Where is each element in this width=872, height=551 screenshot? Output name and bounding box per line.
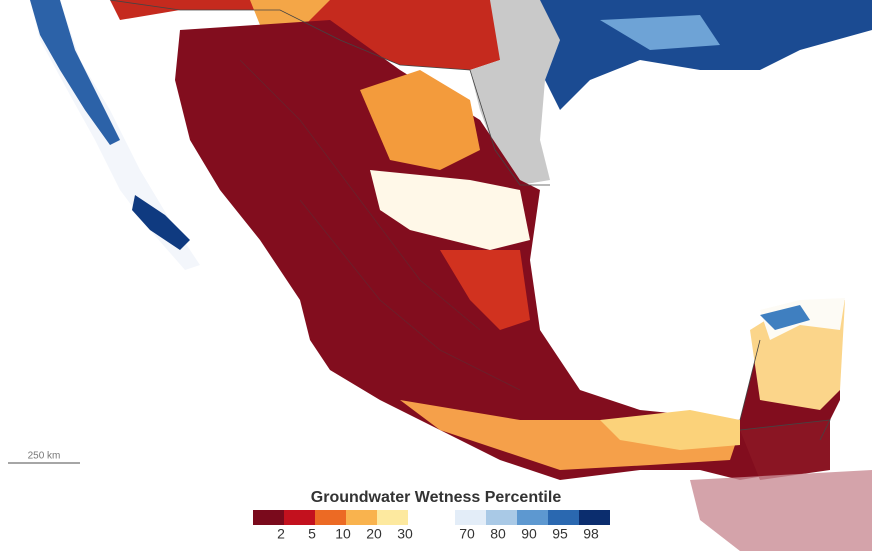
- legend-tick-label: 98: [583, 526, 599, 542]
- us-wet-patch: [600, 15, 720, 50]
- legend-swatch: [253, 510, 284, 525]
- legend-swatch: [548, 510, 579, 525]
- legend-swatch: [517, 510, 548, 525]
- legend-tick-label: 5: [308, 526, 316, 542]
- legend-swatch: [315, 510, 346, 525]
- yucatan-wet: [760, 305, 810, 330]
- scale-label: 250 km: [28, 451, 61, 462]
- legend-swatch: [455, 510, 486, 525]
- baja-wet: [132, 195, 190, 250]
- national-border: [109, 0, 550, 186]
- dry-patch: [440, 250, 530, 330]
- legend: 2 5 10 20 30 70 80 90 95 98: [253, 510, 610, 542]
- legend-swatch: [486, 510, 517, 525]
- dry-patch: [600, 410, 740, 450]
- legend-tick-label: 10: [335, 526, 351, 542]
- dry-patch: [400, 400, 740, 470]
- legend-swatch: [579, 510, 610, 525]
- state-border: [239, 59, 521, 391]
- legend-tick-label: 20: [366, 526, 382, 542]
- central-america: [690, 470, 872, 551]
- national-border: [739, 339, 831, 441]
- guatemala: [740, 420, 830, 480]
- baja-wet: [30, 0, 120, 145]
- legend-title: Groundwater Wetness Percentile: [311, 489, 562, 506]
- legend-tick-label: 2: [277, 526, 285, 542]
- legend-swatch: [346, 510, 377, 525]
- legend-tick-label: 80: [490, 526, 506, 542]
- legend-swatch: [377, 510, 408, 525]
- legend-swatch: [284, 510, 315, 525]
- legend-tick-label: 30: [397, 526, 413, 542]
- legend-tick-label: 70: [459, 526, 475, 542]
- legend-tick-label: 95: [552, 526, 568, 542]
- us-region: [110, 0, 500, 70]
- dry-patch: [360, 70, 480, 170]
- legend-tick-label: 90: [521, 526, 537, 542]
- central-plateau: [370, 170, 530, 250]
